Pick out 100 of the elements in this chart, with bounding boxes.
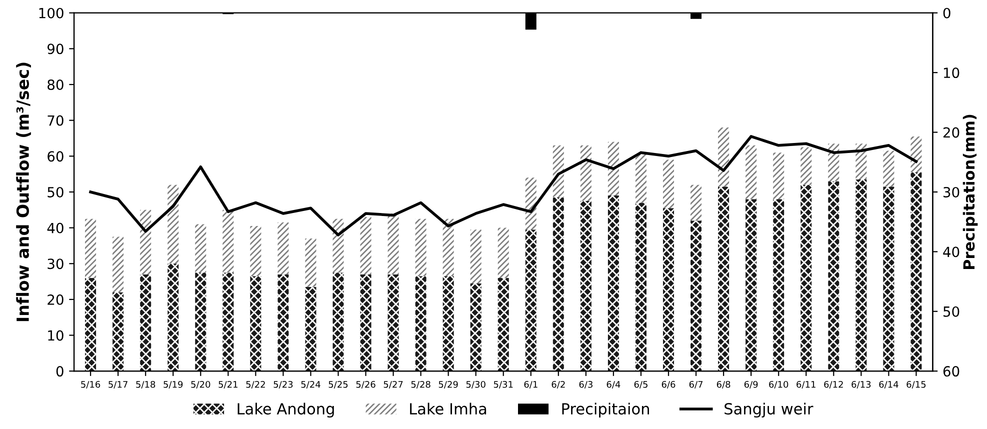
x-tick-label: 6/4 xyxy=(606,380,620,389)
bar xyxy=(140,210,152,274)
y-tick-label: 0 xyxy=(56,366,64,377)
y-tick-label: 60 xyxy=(48,151,64,162)
bar xyxy=(442,218,454,276)
y-tick-label: 30 xyxy=(48,258,64,270)
bar xyxy=(525,178,536,230)
x-tick-label: 6/10 xyxy=(769,380,788,389)
x-tick-label: 6/5 xyxy=(634,380,648,389)
bar xyxy=(415,218,426,276)
bar xyxy=(360,274,372,372)
bar xyxy=(580,145,592,201)
bar xyxy=(442,276,454,372)
bar xyxy=(552,197,564,372)
bar xyxy=(773,152,784,200)
bar xyxy=(112,236,124,292)
bar xyxy=(168,184,179,264)
y-tick-label: 40 xyxy=(47,222,64,234)
bar xyxy=(690,220,702,372)
y-tick-label: 20 xyxy=(48,294,64,305)
bar xyxy=(635,202,646,372)
bar xyxy=(112,292,124,372)
bar xyxy=(388,274,399,372)
bar xyxy=(663,160,674,208)
bar xyxy=(608,142,619,196)
x-tick-label: 5/16 xyxy=(81,380,100,389)
x-tick-label: 6/6 xyxy=(662,380,676,389)
bar xyxy=(415,276,426,372)
x-tick-label: 5/23 xyxy=(274,380,293,389)
y-tick-label: 10 xyxy=(48,330,64,341)
bar xyxy=(498,278,509,372)
bar xyxy=(746,199,757,372)
y-tick-label: 50 xyxy=(48,186,64,198)
x-tick-label: 5/31 xyxy=(494,380,513,389)
x-tick-label: 5/19 xyxy=(164,380,183,389)
x-tick-label: 6/11 xyxy=(796,380,816,389)
bar xyxy=(608,196,619,372)
y2-tick-label: 0 xyxy=(943,8,950,18)
bar xyxy=(883,150,894,187)
x-tick-label: 6/13 xyxy=(852,380,871,389)
y2-tick-label: 60 xyxy=(943,366,960,377)
y2-tick-label: 30 xyxy=(943,186,960,198)
bar xyxy=(663,208,674,372)
bar xyxy=(305,286,316,372)
bar xyxy=(222,272,234,372)
y-tick-label: 70 xyxy=(48,115,64,126)
x-tick-label: 5/29 xyxy=(438,380,458,389)
y2-tick-label: 50 xyxy=(944,306,960,317)
x-tick-label: 5/25 xyxy=(328,380,348,389)
bar xyxy=(718,186,730,372)
bar xyxy=(222,210,234,273)
y-tick-label: 90 xyxy=(48,44,64,54)
bar xyxy=(773,199,784,372)
bar xyxy=(828,181,840,372)
x-tick-label: 5/18 xyxy=(136,380,156,389)
x-tick-label: 6/12 xyxy=(824,380,843,389)
bar xyxy=(360,217,372,274)
x-tick-label: 6/2 xyxy=(552,380,565,389)
bar xyxy=(828,144,840,182)
bar xyxy=(250,276,262,372)
y-tick-label: 100 xyxy=(39,8,64,18)
legend-label: Lake Andong xyxy=(238,402,334,418)
y-tick-label: 80 xyxy=(48,79,64,90)
legend-label: Precipitaion xyxy=(562,402,649,418)
x-tick-label: 5/21 xyxy=(218,380,238,389)
bar xyxy=(278,274,289,372)
bar xyxy=(800,184,812,372)
y2-tick-label: 40 xyxy=(943,246,960,258)
x-tick-label: 6/3 xyxy=(579,380,592,389)
bar xyxy=(278,222,289,274)
x-tick-label: 5/22 xyxy=(246,380,265,389)
x-tick-label: 5/24 xyxy=(301,380,320,389)
bar xyxy=(910,136,922,172)
x-tick-label: 6/7 xyxy=(689,380,703,389)
bar xyxy=(746,145,757,200)
bar xyxy=(856,144,867,180)
x-tick-label: 5/28 xyxy=(411,380,430,389)
bar xyxy=(85,278,96,372)
x-tick-label: 6/14 xyxy=(879,380,898,389)
bar xyxy=(332,272,344,372)
bar xyxy=(168,264,179,372)
y2-axis-title: Precipitation(mm) xyxy=(962,114,978,270)
bar xyxy=(883,186,894,372)
bar xyxy=(388,213,399,274)
bar xyxy=(552,145,564,198)
x-tick-label: 6/1 xyxy=(524,380,538,389)
legend-label: Sangju weir xyxy=(724,402,814,418)
bar xyxy=(140,274,152,372)
bar xyxy=(250,226,262,276)
bar xyxy=(690,184,702,221)
bar xyxy=(470,230,482,284)
x-tick-label: 6/8 xyxy=(716,380,730,389)
bar xyxy=(498,228,509,278)
bar xyxy=(718,128,730,187)
legend-label: Lake Imha xyxy=(410,402,486,415)
line-series xyxy=(89,135,918,236)
x-tick-label: 6/9 xyxy=(744,380,758,389)
bar xyxy=(332,218,344,273)
bar xyxy=(470,283,482,372)
bar xyxy=(580,200,592,372)
